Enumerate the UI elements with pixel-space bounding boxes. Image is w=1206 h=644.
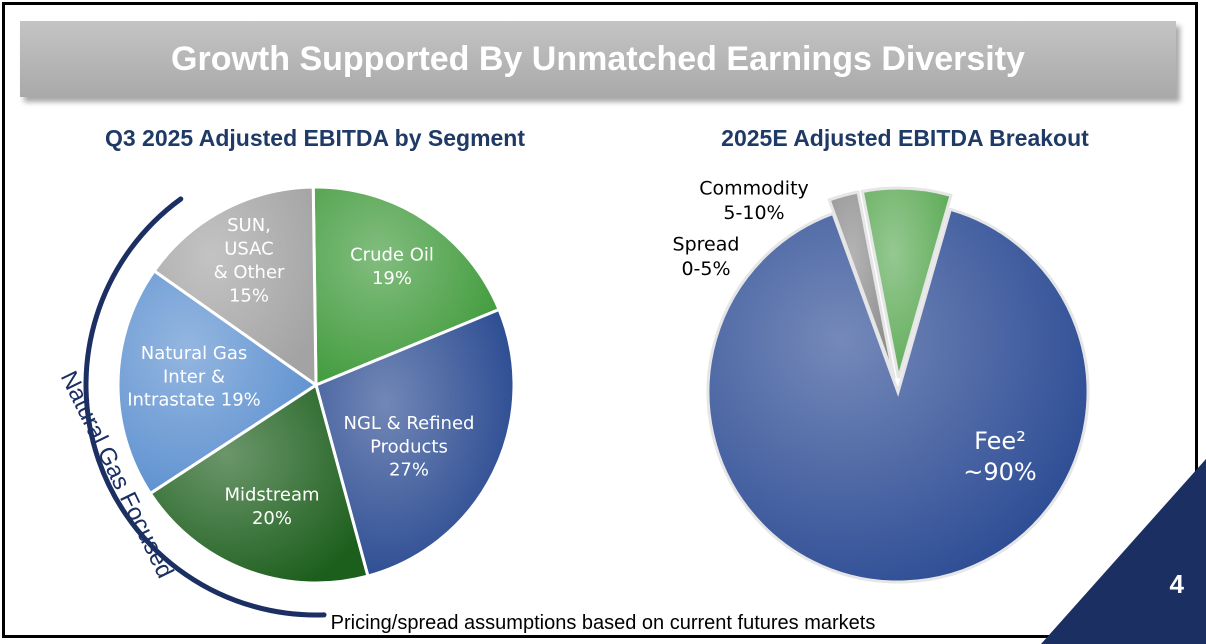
- breakout-chart-title: 2025E Adjusted EBITDA Breakout: [721, 125, 1089, 151]
- slice-label-midstream-line: 20%: [252, 508, 292, 529]
- segment-chart-title: Q3 2025 Adjusted EBITDA by Segment: [104, 125, 526, 151]
- slice-label-natural-gas: Natural Gas Inter & Intrastate 19%: [127, 343, 261, 411]
- slice-label-fee-line: ~90%: [963, 458, 1036, 486]
- slice-label-crude-oil-line: Crude Oil: [350, 245, 434, 266]
- natural-gas-bracket: [83, 196, 327, 618]
- slice-label-spread-line: 0-5%: [681, 258, 730, 280]
- slide-title: Growth Supported By Unmatched Earnings D…: [171, 39, 1025, 78]
- slice-label-natural-gas-line: Intrastate 19%: [127, 390, 261, 411]
- slice-midstream: [148, 382, 370, 585]
- slice-spread: [827, 190, 896, 380]
- corner-accent: [1041, 459, 1206, 644]
- slice-label-spread: Spread 0-5%: [673, 233, 740, 280]
- title-banner: Growth Supported By Unmatched Earnings D…: [20, 21, 1176, 97]
- slice-label-crude-oil: Crude Oil 19%: [350, 245, 434, 289]
- slice-label-fee: Fee² ~90%: [963, 427, 1036, 486]
- slice-label-spread-line: Spread: [673, 233, 740, 255]
- slice-label-other: SUN, USAC & Other 15%: [214, 215, 285, 306]
- slice-label-fee-line: Fee²: [974, 427, 1026, 455]
- footnote: Pricing/spread assumptions based on curr…: [330, 612, 876, 634]
- slice-label-ngl-refined: NGL & Refined Products 27%: [344, 413, 475, 481]
- slide-frame: [2, 2, 1198, 638]
- slice-label-midstream: Midstream 20%: [224, 485, 319, 529]
- slice-label-ngl-refined-line: 27%: [389, 460, 429, 481]
- page-number: 4: [1169, 569, 1184, 599]
- slice-fee: [706, 207, 1090, 584]
- slice-label-crude-oil-line: 19%: [372, 268, 412, 289]
- slice-label-commodity-line: Commodity: [699, 177, 809, 199]
- slice-ngl-refined: [314, 307, 516, 578]
- slice-label-commodity: Commodity 5-10%: [699, 177, 809, 224]
- slice-label-midstream-line: Midstream: [224, 485, 319, 506]
- slice-label-other-line: 15%: [229, 285, 269, 306]
- slice-label-other-line: USAC: [224, 239, 274, 260]
- slice-label-natural-gas-line: Natural Gas: [141, 343, 247, 364]
- slice-label-other-line: & Other: [214, 262, 285, 283]
- slice-label-ngl-refined-line: NGL & Refined: [344, 413, 475, 434]
- slice-label-natural-gas-line: Inter &: [163, 366, 225, 387]
- slice-natural-gas: [116, 268, 319, 496]
- slice-other: [152, 185, 318, 388]
- slice-label-ngl-refined-line: Products: [370, 436, 448, 457]
- slice-crude-oil: [311, 185, 502, 388]
- slice-label-other-line: SUN,: [227, 215, 271, 236]
- slice-commodity: [860, 186, 953, 379]
- slice-label-commodity-line: 5-10%: [723, 202, 784, 224]
